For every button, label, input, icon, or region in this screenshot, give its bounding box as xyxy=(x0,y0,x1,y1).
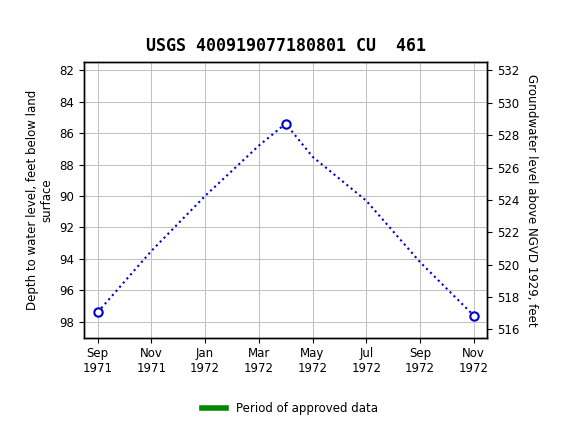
Y-axis label: Groundwater level above NGVD 1929, feet: Groundwater level above NGVD 1929, feet xyxy=(525,74,538,326)
Title: USGS 400919077180801 CU  461: USGS 400919077180801 CU 461 xyxy=(146,37,426,55)
Y-axis label: Depth to water level, feet below land
surface: Depth to water level, feet below land su… xyxy=(26,90,54,310)
Text: ❖USGS: ❖USGS xyxy=(7,9,78,27)
Legend: Period of approved data: Period of approved data xyxy=(198,397,382,420)
